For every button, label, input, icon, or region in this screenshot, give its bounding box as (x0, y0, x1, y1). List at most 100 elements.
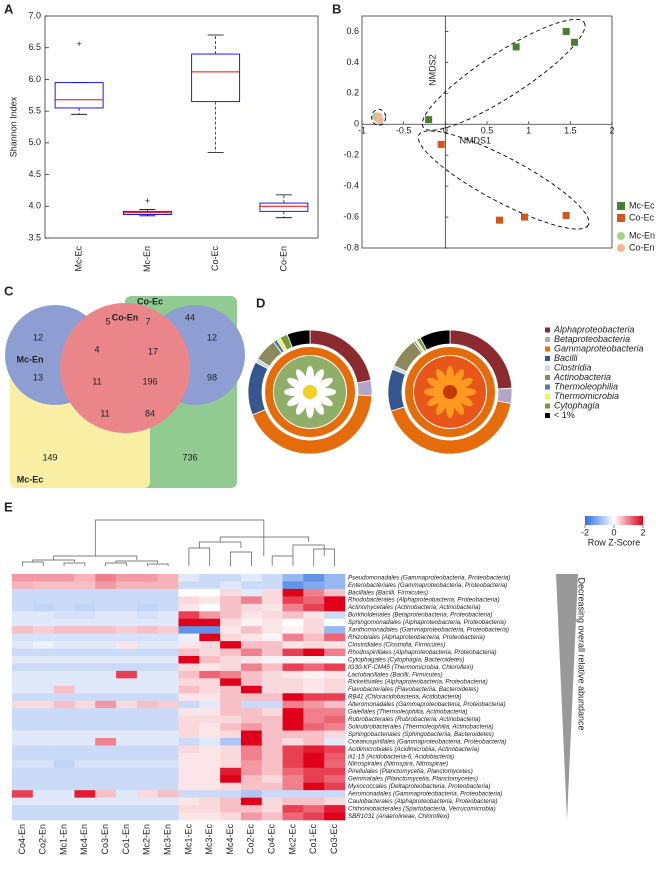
heat-cell (324, 812, 346, 821)
heat-cell (116, 574, 138, 582)
heat-cell (157, 738, 179, 746)
heat-cell (220, 611, 242, 620)
heat-cell (157, 581, 179, 590)
heat-cell (95, 603, 117, 612)
heat-cell (74, 618, 96, 627)
heat-cell (282, 588, 304, 597)
heat-cell (240, 782, 263, 791)
heat-cell (199, 685, 221, 694)
point (512, 43, 520, 51)
heat-cell (116, 588, 138, 597)
heat-cell (32, 745, 54, 754)
heat-cell (220, 767, 242, 776)
heat-cell (240, 663, 263, 672)
photo-center (443, 385, 457, 399)
heat-cell (32, 738, 54, 746)
heat-cell (116, 723, 138, 731)
heat-cell (240, 775, 263, 784)
venn-count: 196 (142, 376, 157, 386)
row-label: iii1-15 (Acidobacteria-6, Acidobacteria) (348, 753, 454, 760)
venn-count: 149 (42, 452, 57, 462)
heat-cell (157, 745, 179, 754)
heat-cell (324, 685, 346, 694)
heat-cell (136, 760, 158, 769)
box (54, 82, 104, 109)
heat-cell (178, 730, 200, 739)
heat-cell (240, 685, 263, 694)
heat-cell (53, 775, 75, 784)
heat-cell (95, 678, 117, 687)
colorbar (585, 516, 643, 525)
heat-cell (178, 656, 200, 664)
heat-cell (116, 797, 138, 806)
heat-cell (116, 775, 138, 784)
heat-cell (157, 574, 179, 582)
column-label: Co2-En (38, 824, 48, 855)
heat-cell (220, 745, 242, 754)
inner-ring (265, 347, 355, 437)
heat-cell (240, 797, 263, 806)
column-label: Co3-En (100, 824, 110, 855)
heat-cell (116, 596, 138, 605)
heat-cell (240, 715, 263, 724)
x-tick-label: -0.5 (396, 126, 412, 136)
heat-cell (74, 693, 96, 702)
heat-cell (136, 745, 158, 754)
heat-cell (199, 745, 221, 754)
heat-cell (95, 588, 117, 597)
heat-cell (199, 581, 221, 590)
heat-cell (261, 588, 283, 597)
heat-cell (240, 596, 263, 605)
row-label: Pseudomonadales (Gammaproteobacteria, Pr… (348, 574, 510, 581)
heat-cell (282, 656, 304, 664)
heat-cell (220, 805, 242, 813)
heat-cell (136, 611, 158, 620)
heat-cell (324, 738, 346, 746)
legend-label: Mc-En (629, 230, 655, 240)
heat-cell (74, 641, 96, 649)
heat-cell (157, 693, 179, 702)
heat-cell (116, 618, 138, 627)
heat-cell (199, 700, 221, 709)
row-label: Solirubrobacterales (Thermoleophilia, Ac… (348, 723, 494, 730)
column-label: Mc2-Ec (287, 824, 297, 855)
heat-cell (261, 574, 283, 582)
heat-cell (53, 767, 75, 776)
heat-cell (282, 574, 304, 582)
y-tick-label: 0.2 (346, 88, 359, 98)
heat-cell (324, 700, 346, 709)
cluster-ellipse (417, 130, 590, 230)
heat-cell (136, 782, 158, 791)
heat-cell (157, 715, 179, 724)
heat-cell (74, 715, 96, 724)
heat-cell (116, 782, 138, 791)
heat-cell (53, 633, 75, 642)
legend-swatch (617, 244, 625, 252)
heat-cell (116, 678, 138, 687)
venn-count: 12 (33, 332, 43, 342)
heat-cell (136, 641, 158, 649)
heat-cell (324, 596, 346, 605)
heat-cell (53, 641, 75, 649)
heat-cell (157, 588, 179, 597)
heat-cell (282, 700, 304, 709)
heat-cell (199, 588, 221, 597)
heat-cell (178, 693, 200, 702)
y-tick-label: 6.5 (28, 42, 41, 52)
heat-cell (12, 656, 34, 664)
heat-cell (12, 797, 34, 806)
petal (314, 393, 333, 407)
heat-cell (53, 790, 75, 798)
heat-cell (324, 752, 346, 761)
heat-cell (32, 588, 54, 597)
dendrogram (115, 560, 159, 563)
heat-cell (95, 730, 117, 739)
x-tick-label: -1 (358, 126, 366, 136)
legend-swatch (545, 356, 550, 361)
heat-cell (199, 812, 221, 821)
heat-cell (303, 790, 325, 798)
heat-cell (240, 767, 263, 776)
heat-cell (220, 685, 242, 694)
heat-cell (178, 745, 200, 754)
heat-cell (282, 723, 304, 731)
